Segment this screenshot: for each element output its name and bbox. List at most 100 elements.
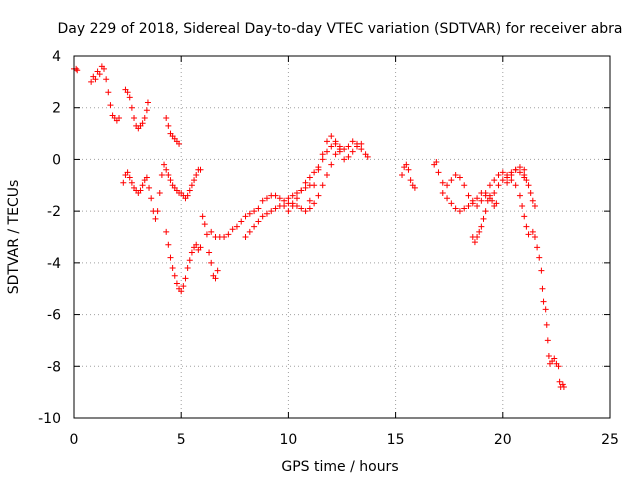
data-point	[298, 205, 305, 212]
data-point	[345, 153, 352, 160]
data-point	[336, 143, 343, 150]
data-point	[461, 182, 468, 189]
data-point	[349, 148, 356, 155]
data-point	[148, 195, 155, 202]
data-point	[544, 337, 551, 344]
data-point	[399, 171, 406, 178]
data-point	[461, 205, 468, 212]
y-tick-label: -10	[38, 411, 61, 427]
data-point	[504, 179, 511, 186]
data-point	[439, 190, 446, 197]
data-point	[465, 202, 472, 209]
data-point	[186, 257, 193, 264]
data-point	[281, 197, 288, 204]
data-point	[512, 166, 519, 173]
data-point	[182, 275, 189, 282]
data-point	[525, 182, 532, 189]
data-point	[328, 133, 335, 140]
data-point	[499, 169, 506, 176]
data-point	[476, 228, 483, 235]
data-point	[521, 166, 528, 173]
data-point	[165, 122, 172, 129]
data-point	[146, 184, 153, 191]
data-point	[120, 179, 127, 186]
data-point	[521, 171, 528, 178]
data-point	[126, 94, 133, 101]
data-point	[486, 192, 493, 199]
data-point	[529, 197, 536, 204]
data-point	[242, 213, 249, 220]
data-point	[201, 221, 208, 228]
data-point	[354, 143, 361, 150]
y-tick-label: 0	[52, 152, 61, 168]
y-tick-label: 2	[52, 101, 61, 117]
data-point	[551, 355, 558, 362]
data-point	[332, 151, 339, 158]
data-point	[493, 200, 500, 207]
data-point	[163, 115, 170, 122]
data-point	[139, 120, 146, 127]
data-point	[349, 138, 356, 145]
data-point	[545, 352, 552, 359]
data-point	[154, 208, 161, 215]
data-point	[516, 169, 523, 176]
data-point	[165, 171, 172, 178]
x-tick-label: 5	[177, 432, 186, 448]
data-point	[96, 71, 103, 78]
y-tick-label: -4	[47, 256, 61, 272]
data-point	[336, 148, 343, 155]
data-point	[556, 378, 563, 385]
data-point	[101, 65, 108, 72]
data-point	[116, 115, 123, 122]
data-point	[214, 267, 221, 274]
data-point	[504, 174, 511, 181]
data-point	[199, 213, 206, 220]
data-point	[491, 190, 498, 197]
data-point	[103, 76, 110, 83]
data-point	[188, 249, 195, 256]
data-point	[482, 208, 489, 215]
data-point	[212, 275, 219, 282]
data-point	[221, 234, 228, 240]
data-point	[529, 228, 536, 235]
data-point	[298, 187, 305, 194]
data-point	[478, 197, 485, 204]
data-point	[519, 202, 526, 209]
data-point	[525, 231, 532, 238]
data-point	[456, 208, 463, 215]
data-point	[474, 195, 481, 202]
data-point	[131, 115, 138, 122]
data-point	[516, 164, 523, 171]
data-point	[538, 267, 545, 274]
data-point	[332, 138, 339, 145]
data-point	[486, 182, 493, 189]
data-point	[259, 213, 266, 220]
x-axis-label: GPS time / hours	[281, 459, 398, 475]
data-point	[251, 208, 258, 215]
data-point	[448, 200, 455, 207]
data-point	[156, 190, 163, 197]
data-point	[444, 195, 451, 202]
data-point	[452, 171, 459, 178]
data-point	[251, 223, 258, 230]
data-point	[516, 192, 523, 199]
data-point	[319, 156, 326, 163]
data-point	[158, 171, 165, 178]
data-point	[74, 67, 81, 74]
data-point	[448, 177, 455, 184]
data-point	[456, 174, 463, 181]
data-point	[171, 272, 178, 279]
data-point	[319, 182, 326, 189]
data-point	[411, 184, 418, 191]
data-point	[555, 363, 562, 370]
data-point	[478, 190, 485, 197]
data-point	[405, 166, 412, 173]
data-point	[439, 179, 446, 186]
data-point	[128, 179, 135, 186]
x-tick-label: 15	[387, 432, 405, 448]
data-point	[311, 169, 318, 176]
data-point	[293, 195, 300, 202]
data-point	[319, 151, 326, 158]
data-point	[311, 200, 318, 207]
